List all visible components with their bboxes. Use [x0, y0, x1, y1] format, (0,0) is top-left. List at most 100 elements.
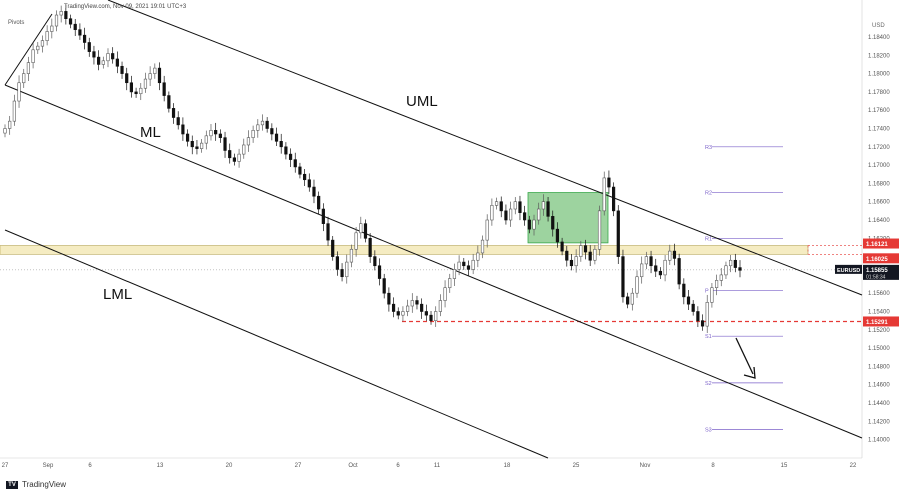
pivot-label-s3: S3	[705, 428, 712, 434]
candle-body	[738, 267, 742, 271]
price-tag-resistance-upper-bg	[863, 238, 899, 249]
candle	[256, 119, 260, 138]
candle-body	[546, 201, 550, 217]
candle	[527, 215, 531, 234]
candle-body	[527, 219, 531, 230]
candle	[551, 210, 555, 237]
channel-label-ml: ML	[140, 124, 161, 141]
current-price-countdown: 01:58:34	[866, 274, 886, 280]
candle-body	[73, 23, 77, 30]
candle-body	[363, 223, 368, 239]
candle-body	[448, 278, 452, 289]
price-tick-16: 1.14800	[868, 364, 890, 370]
candle-body	[644, 256, 648, 265]
candle	[565, 245, 569, 267]
candle	[204, 130, 208, 150]
time-tick-3: 13	[157, 463, 164, 469]
candle-body	[148, 73, 152, 80]
candle	[8, 115, 12, 135]
candle	[54, 10, 59, 32]
time-tick-7: 6	[396, 463, 400, 469]
candle-body	[139, 87, 143, 95]
candle	[68, 14, 73, 29]
candle-body	[560, 241, 564, 252]
candle-body	[50, 25, 54, 32]
candle	[579, 240, 583, 262]
candle-body	[602, 177, 606, 212]
candle-body	[251, 130, 255, 138]
candle-body	[719, 274, 723, 281]
candle-body	[36, 45, 40, 51]
price-tag-resistance-upper-value: 1.16121	[866, 242, 888, 248]
price-tick-19: 1.14200	[868, 419, 890, 425]
candle-body	[733, 259, 737, 268]
candle	[710, 283, 714, 308]
candle	[391, 297, 396, 318]
candle-body	[677, 258, 681, 285]
candle-body	[298, 166, 302, 175]
candle-body	[471, 259, 475, 270]
candle-body	[696, 311, 700, 321]
price-axis-top-label: USD	[872, 23, 885, 29]
candle	[345, 254, 349, 284]
price-tick-0: 1.18400	[868, 35, 890, 41]
tradingview-footer[interactable]: TV TradingView	[6, 480, 66, 489]
candle	[97, 50, 101, 71]
candle	[317, 191, 321, 215]
candle	[719, 268, 723, 287]
candle	[265, 117, 269, 133]
candle-body	[579, 245, 583, 257]
candle-body	[452, 269, 457, 279]
candle	[17, 75, 21, 108]
candle-body	[415, 300, 419, 305]
candle	[377, 258, 382, 286]
candle	[307, 173, 311, 192]
candle-body	[101, 60, 105, 65]
candle-body	[396, 311, 400, 316]
candle	[696, 306, 700, 327]
price-tag-resistance-lower-value: 1.16025	[866, 257, 888, 263]
candle-body	[420, 303, 424, 312]
candle-body	[705, 302, 709, 327]
candle	[3, 124, 7, 138]
candle	[40, 35, 45, 53]
candle	[490, 198, 494, 226]
candle	[429, 311, 433, 325]
candle	[611, 182, 616, 217]
price-tag-support-value: 1.15291	[866, 320, 888, 326]
candle-body	[555, 228, 560, 243]
time-tick-13: 15	[781, 463, 788, 469]
candle-body	[209, 130, 213, 137]
candle	[476, 245, 480, 268]
candle	[546, 197, 550, 222]
candle-body	[434, 311, 438, 321]
candle-body	[611, 186, 616, 212]
candle	[129, 75, 134, 98]
candle	[157, 62, 162, 91]
candle-body	[237, 153, 241, 162]
candle	[223, 131, 227, 158]
candle	[415, 295, 419, 310]
candle	[471, 253, 475, 275]
candle-body	[293, 159, 297, 168]
candle-body	[270, 128, 274, 135]
candle-body	[120, 65, 124, 74]
price-tick-1: 1.18200	[868, 53, 890, 59]
candle-body	[312, 186, 316, 197]
candle-body	[480, 239, 485, 254]
candle	[354, 227, 358, 257]
candle-body	[583, 245, 588, 253]
pivot-label-s1: S1	[705, 334, 712, 340]
candle-body	[686, 296, 691, 305]
candle-body	[284, 146, 288, 155]
candle-body	[443, 287, 447, 301]
candle	[232, 153, 236, 166]
candle-body	[288, 153, 293, 160]
candle-body	[565, 250, 569, 261]
candle	[326, 216, 330, 246]
price-tick-10: 1.16400	[868, 218, 890, 224]
candle-body	[317, 195, 321, 210]
candle	[279, 133, 283, 154]
